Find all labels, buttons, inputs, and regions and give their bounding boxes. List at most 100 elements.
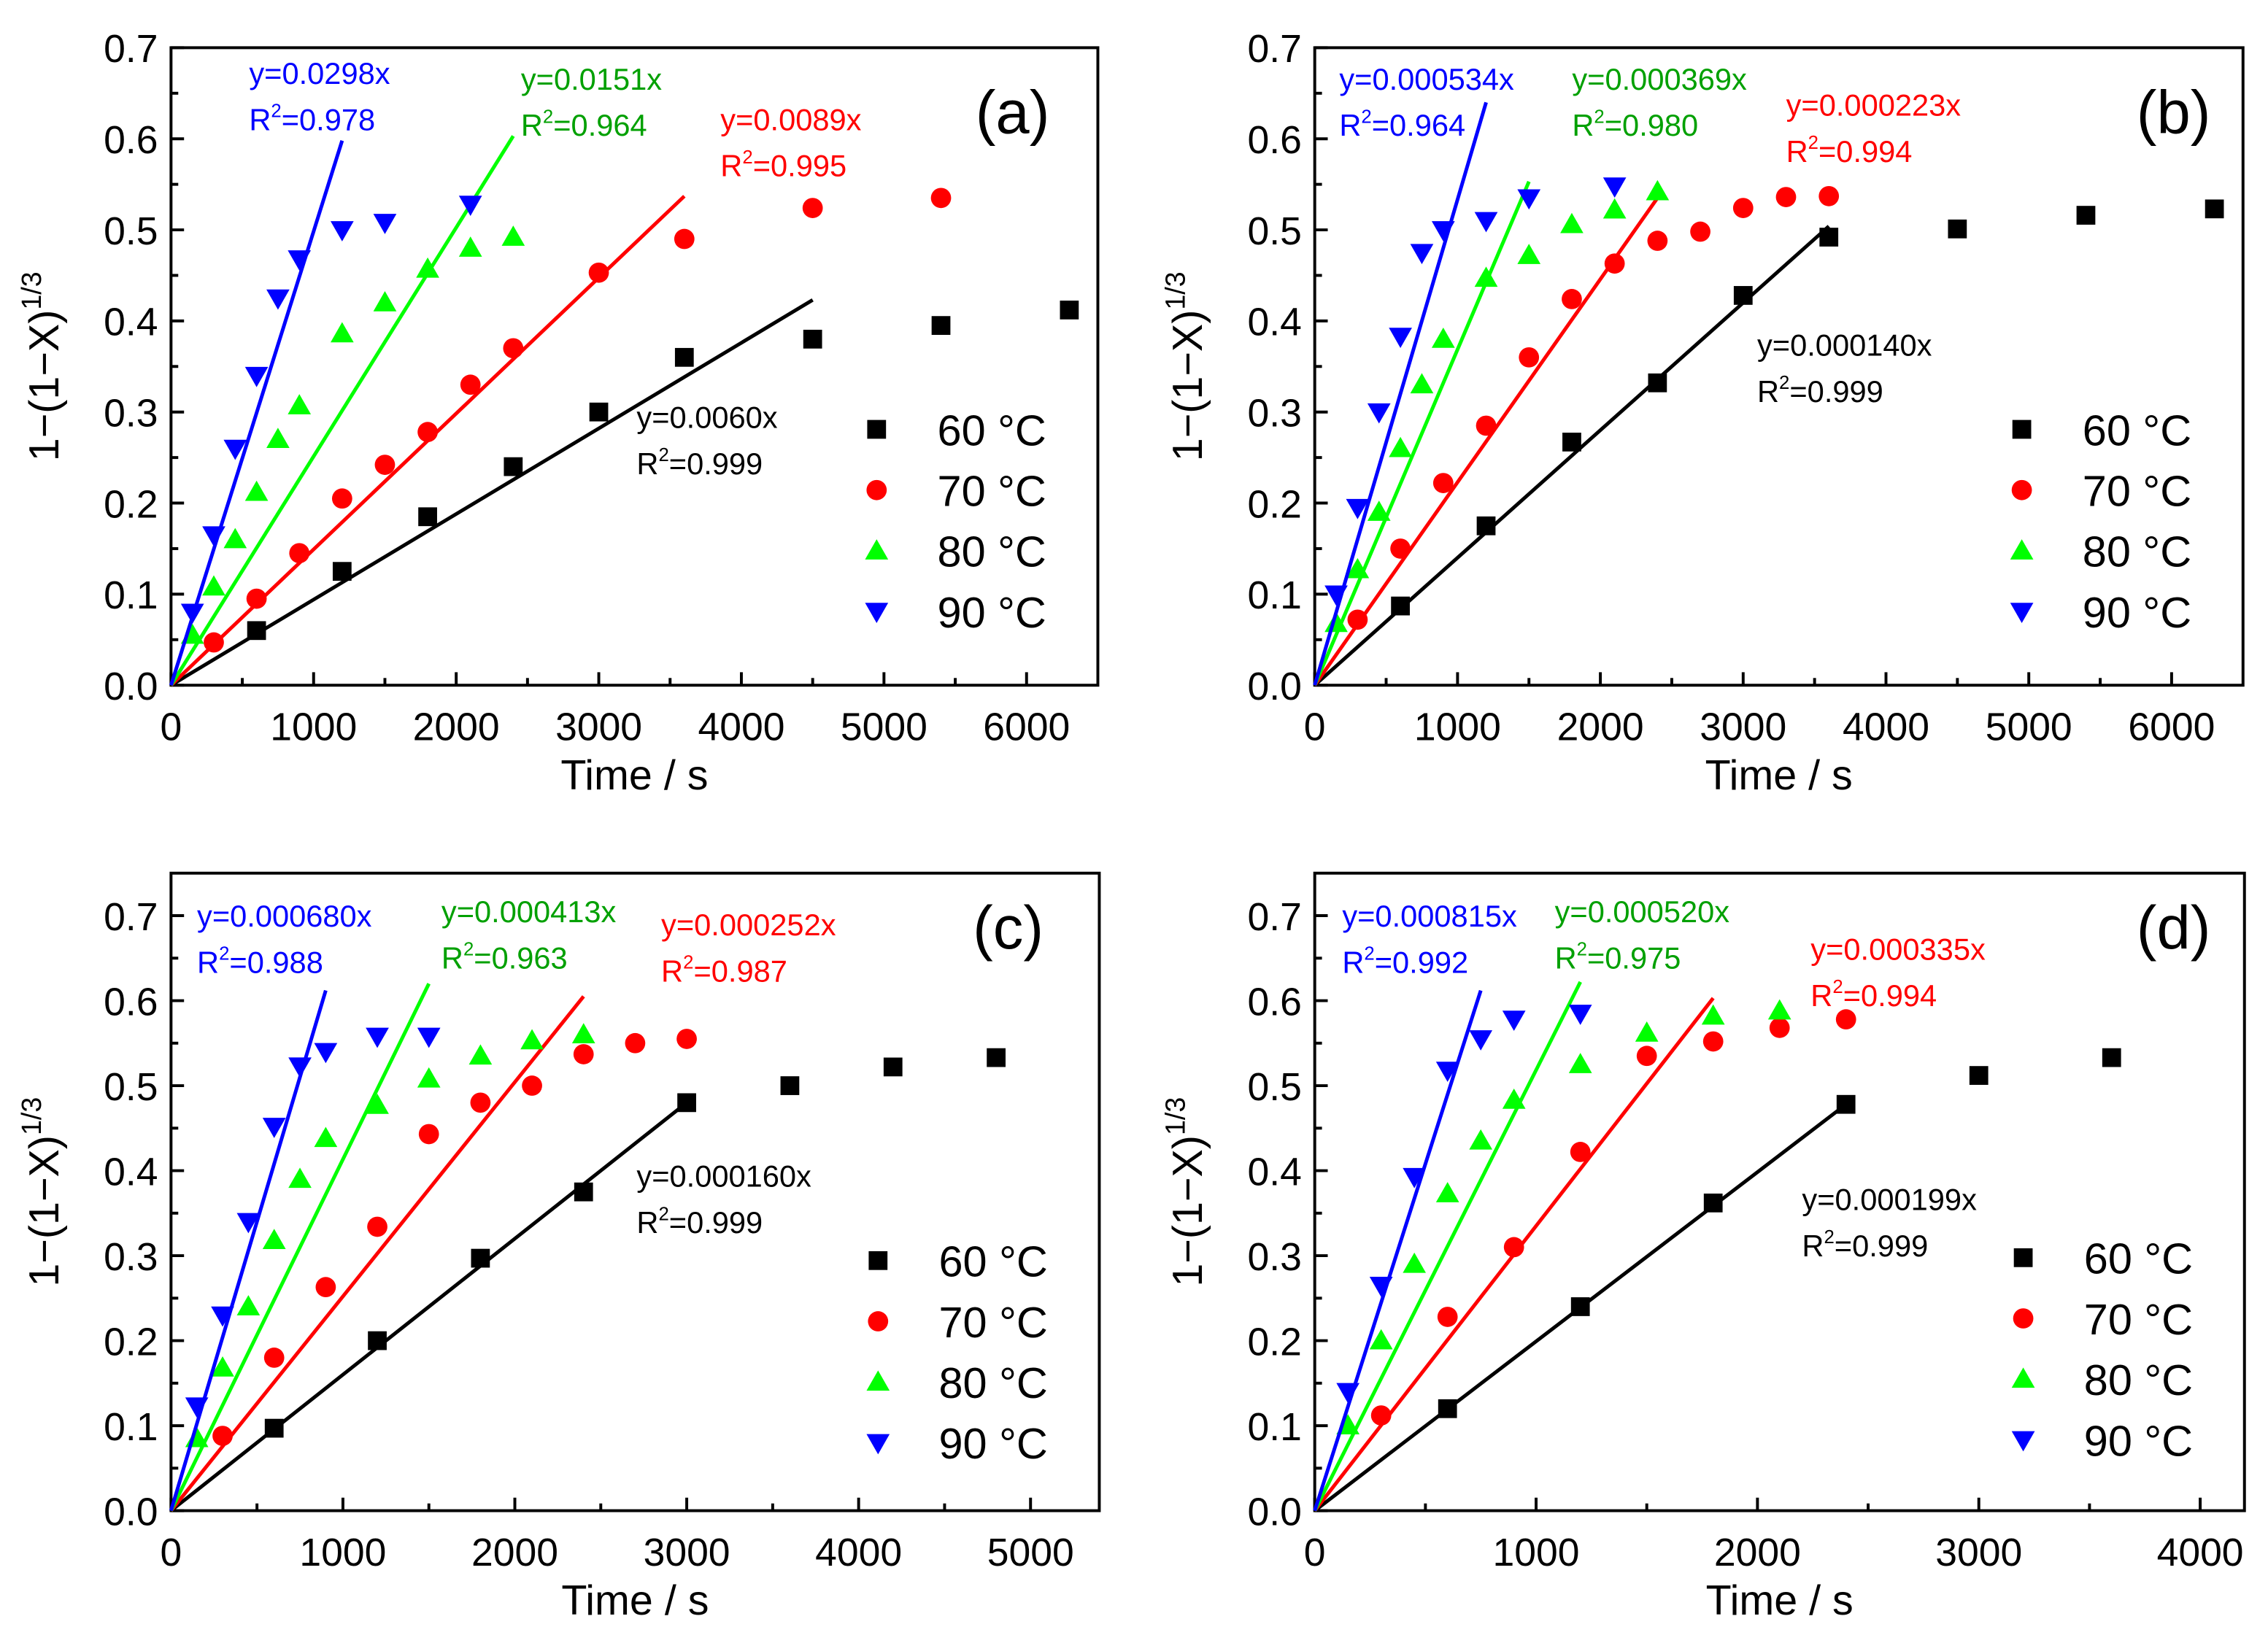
data-point-90C <box>202 526 225 547</box>
legend-marker-square <box>868 1251 888 1270</box>
data-point-70C <box>367 1216 387 1237</box>
data-point-80C <box>1474 266 1498 287</box>
y-tick-label: 0.1 <box>1247 574 1301 617</box>
data-point-60C <box>883 1057 903 1077</box>
r-squared-value: =0.992 <box>1375 946 1468 980</box>
data-point-70C <box>1570 1142 1591 1162</box>
fit-r-squared: R2=0.963 <box>441 940 568 975</box>
x-axis-title: Time / s <box>560 752 708 799</box>
legend-item-70C: 70 °C <box>868 1298 1048 1347</box>
series-90C: y=0.000680x R2=0.988 <box>169 899 441 1512</box>
panel-label: (c) <box>973 894 1044 962</box>
r-squared-exponent: 2 <box>658 1204 668 1224</box>
fit-equation: y=0.0151x <box>521 62 662 96</box>
legend-item-90C: 90 °C <box>2011 1416 2193 1465</box>
r-squared-symbol: R <box>249 102 271 136</box>
legend-label: 80 °C <box>939 1358 1048 1407</box>
legend-label: 80 °C <box>2084 1356 2193 1404</box>
fit-line-80C <box>169 983 431 1512</box>
data-point-70C <box>1769 1017 1790 1038</box>
r-squared-symbol: R <box>1572 108 1594 142</box>
data-point-90C <box>1403 1167 1427 1188</box>
y-tick-label: 0.6 <box>104 119 158 162</box>
fit-equation: y=0.000335x <box>1810 932 1986 967</box>
x-tick-label: 0 <box>1304 706 1326 749</box>
data-point-60C <box>471 1248 490 1268</box>
data-point-80C <box>468 1044 493 1065</box>
r-squared-exponent: 2 <box>683 953 693 973</box>
y-tick-label: 0.3 <box>104 393 158 436</box>
fit-line-70C <box>1313 196 1659 687</box>
data-point-70C <box>1604 253 1625 274</box>
legend-marker-triangle-down <box>865 603 889 623</box>
r-squared-symbol: R <box>197 946 219 980</box>
fit-equation: y=0.000252x <box>661 908 836 942</box>
legend-item-90C: 90 °C <box>865 588 1046 637</box>
data-point-70C <box>1432 473 1454 493</box>
data-point-70C <box>263 1348 285 1368</box>
fit-equation: y=0.000815x <box>1342 899 1517 933</box>
y-tick-label: 0.7 <box>104 896 158 939</box>
x-tick-label: 3000 <box>1700 706 1786 749</box>
data-point-80C <box>314 1126 338 1148</box>
x-tick-label: 1000 <box>1493 1531 1580 1574</box>
y-tick-label: 0.1 <box>1247 1406 1301 1449</box>
x-tick-label: 4000 <box>2157 1531 2244 1574</box>
r-squared-value: =0.999 <box>1835 1229 1928 1263</box>
r-squared-value: =0.988 <box>229 946 323 980</box>
y-tick-label: 0.1 <box>104 1406 158 1449</box>
legend-label: 70 °C <box>2083 467 2191 516</box>
data-point-60C <box>2102 1048 2121 1067</box>
legend-item-80C: 80 °C <box>866 1358 1048 1407</box>
data-point-90C <box>223 439 247 460</box>
data-point-70C <box>1437 1307 1458 1327</box>
data-point-60C <box>780 1076 800 1095</box>
data-point-60C <box>2076 206 2096 225</box>
fit-r-squared: R2=0.999 <box>636 445 763 481</box>
legend-marker-triangle-up <box>865 539 889 560</box>
data-point-80C <box>1435 1182 1459 1202</box>
r-squared-value: =0.975 <box>1587 941 1681 975</box>
r-squared-symbol: R <box>521 108 543 142</box>
legend-marker-circle <box>2011 479 2032 500</box>
data-point-60C <box>677 1093 696 1113</box>
data-point-90C <box>373 214 397 234</box>
data-point-60C <box>504 457 523 476</box>
data-point-80C <box>330 322 354 343</box>
data-point-70C <box>289 543 310 564</box>
y-axis-title-main: 1−(1−X) <box>1165 1135 1211 1287</box>
r-squared-value: =0.980 <box>1605 108 1698 142</box>
fit-equation: y=0.0060x <box>636 401 777 435</box>
y-tick-label: 0.4 <box>104 1151 158 1194</box>
fit-equation: y=0.000369x <box>1572 62 1747 96</box>
r-squared-symbol: R <box>441 941 463 975</box>
r-squared-exponent: 2 <box>742 147 752 168</box>
data-point-60C <box>264 1418 284 1438</box>
data-point-90C <box>458 196 482 216</box>
r-squared-exponent: 2 <box>219 944 229 965</box>
r-squared-symbol: R <box>1802 1229 1824 1263</box>
r-squared-exponent: 2 <box>1364 944 1374 965</box>
data-point-60C <box>332 562 352 581</box>
legend-marker-square <box>867 420 887 439</box>
data-point-80C <box>202 575 225 596</box>
y-axis-title: 1−(1−X)1/3 <box>1160 271 1211 461</box>
r-squared-value: =0.994 <box>1818 134 1912 169</box>
legend-item-60C: 60 °C <box>868 1237 1048 1286</box>
fit-line-60C <box>169 1101 688 1512</box>
data-point-70C <box>625 1032 646 1054</box>
data-point-70C <box>522 1075 542 1096</box>
x-tick-label: 5000 <box>987 1531 1074 1574</box>
legend-marker-square <box>2013 1248 2033 1267</box>
y-tick-label: 0.5 <box>104 210 158 253</box>
x-tick-label: 6000 <box>983 706 1070 749</box>
r-squared-symbol: R <box>1810 978 1832 1013</box>
fit-line-60C <box>170 298 814 687</box>
data-point-90C <box>1369 1276 1393 1297</box>
y-axis-title-superscript: 1/3 <box>16 271 47 309</box>
fit-equation: y=0.0089x <box>720 102 861 136</box>
